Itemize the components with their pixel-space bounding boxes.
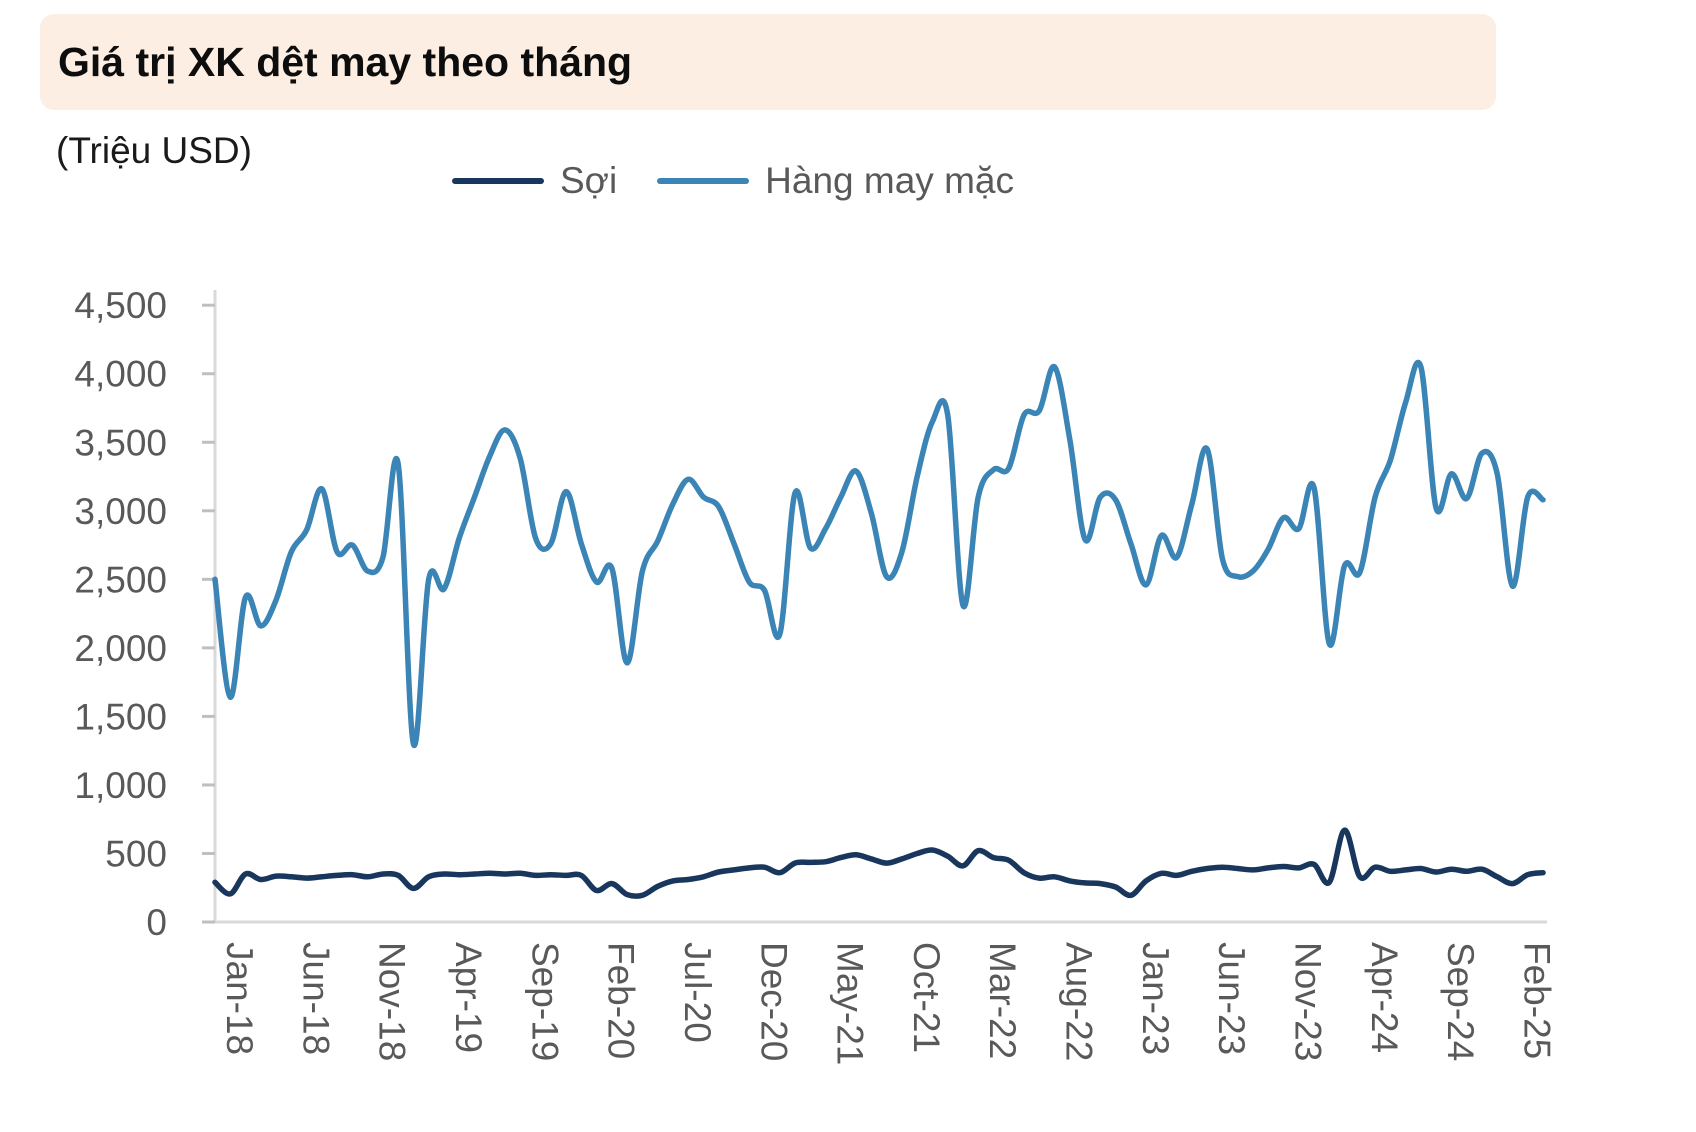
- x-tick-label: Aug-22: [1059, 942, 1100, 1061]
- x-tick-label: Nov-18: [372, 942, 413, 1061]
- chart-title: Giá trị XK dệt may theo tháng: [58, 38, 633, 85]
- y-tick-label: 3,000: [74, 491, 167, 532]
- x-tick-label: Nov-23: [1288, 942, 1329, 1061]
- series-line-soi: [212, 827, 1546, 899]
- y-tick-label: 1,000: [74, 765, 167, 806]
- y-tick-label: 4,000: [74, 354, 167, 395]
- x-tick-label: Jun-18: [295, 942, 336, 1055]
- x-tick-label: Sep-19: [524, 942, 565, 1061]
- legend-label-soi: Sợi: [560, 160, 618, 201]
- legend-item-hang-may-mac: Hàng may mặc: [657, 160, 1014, 202]
- legend-label-hang-may-mac: Hàng may mặc: [765, 160, 1014, 201]
- x-tick-label: Mar-22: [982, 942, 1023, 1059]
- y-tick-label: 2,500: [74, 559, 167, 600]
- legend-line-swatch-hang-may-mac: [657, 178, 750, 184]
- x-tick-label: May-21: [830, 942, 871, 1065]
- x-tick-label: Jul-20: [677, 942, 718, 1043]
- y-tick-label: 3,500: [74, 422, 167, 463]
- x-tick-label: Jun-23: [1211, 942, 1252, 1055]
- x-tick-label: Feb-20: [601, 942, 642, 1059]
- y-tick-label: 500: [105, 833, 167, 874]
- legend-line-swatch-soi: [452, 178, 544, 184]
- report-section-header: Giá trị XK dệt may theo tháng: [40, 14, 1496, 110]
- y-tick-label: 4,500: [74, 285, 167, 326]
- y-axis-unit-label: (Triệu USD): [56, 130, 252, 171]
- x-tick-label: Oct-21: [906, 942, 947, 1053]
- x-tick-label: Sep-24: [1440, 942, 1481, 1061]
- series-line-hang-may-mac: [212, 359, 1546, 749]
- x-tick-label: Apr-24: [1364, 942, 1405, 1053]
- legend-item-soi: Sợi: [452, 160, 617, 202]
- x-tick-label: Jan-18: [219, 942, 260, 1055]
- y-tick-label: 2,000: [74, 628, 167, 669]
- y-tick-label: 1,500: [74, 696, 167, 737]
- chart-legend: Sợi Hàng may mặc: [452, 160, 1014, 202]
- x-tick-label: Feb-25: [1516, 942, 1557, 1059]
- x-tick-label: Dec-20: [753, 942, 794, 1061]
- x-tick-label: Apr-19: [448, 942, 489, 1053]
- x-tick-label: Jan-23: [1135, 942, 1176, 1055]
- y-tick-label: 0: [146, 902, 167, 943]
